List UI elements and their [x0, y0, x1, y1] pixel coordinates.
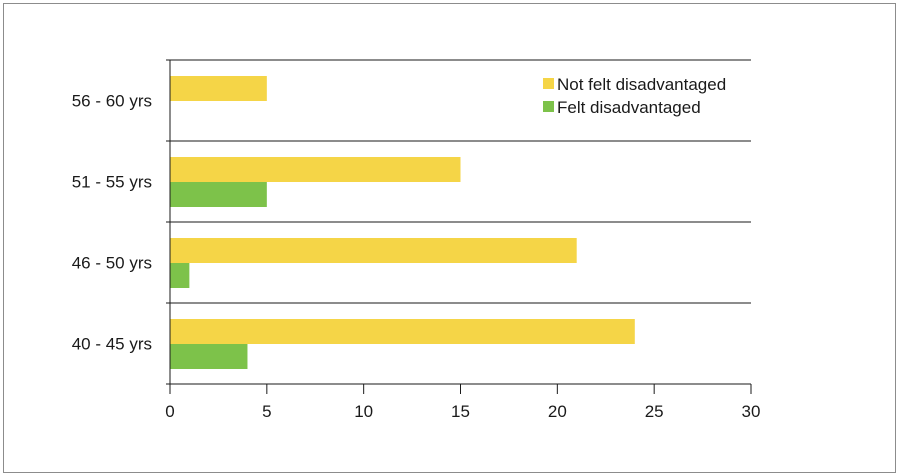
x-tick-label: 20 — [548, 402, 567, 421]
category-labels: 40 - 45 yrs 46 - 50 yrs 51 - 55 yrs 56 - 60… — [72, 92, 152, 354]
bar-not-felt-0 — [170, 319, 635, 344]
x-tick-label: 10 — [354, 402, 373, 421]
legend-label: Not felt disadvantaged — [557, 75, 726, 94]
grid-lines — [166, 59, 751, 304]
legend-swatch — [543, 101, 554, 112]
bar-not-felt-1 — [170, 238, 577, 263]
category-label: 40 - 45 yrs — [72, 335, 152, 354]
category-label: 51 - 55 yrs — [72, 173, 152, 192]
x-tick-label: 25 — [645, 402, 664, 421]
category-label: 56 - 60 yrs — [72, 92, 152, 111]
x-tick-label: 0 — [165, 402, 174, 421]
legend-label: Felt disadvantaged — [557, 98, 701, 117]
x-axis: 0 5 10 15 20 25 30 — [165, 60, 760, 421]
bar-not-felt-3 — [170, 76, 267, 101]
category-label: 46 - 50 yrs — [72, 254, 152, 273]
x-tick-label: 30 — [742, 402, 761, 421]
x-tick-label: 5 — [262, 402, 271, 421]
legend-swatch — [543, 78, 554, 89]
legend: Not felt disadvantaged Felt disadvantaged — [543, 75, 726, 117]
bar-felt-1 — [170, 263, 190, 288]
x-tick-label: 15 — [451, 402, 470, 421]
bar-not-felt-2 — [170, 157, 461, 182]
bar-felt-0 — [170, 344, 248, 369]
bars — [170, 76, 635, 369]
bar-felt-2 — [170, 182, 267, 207]
